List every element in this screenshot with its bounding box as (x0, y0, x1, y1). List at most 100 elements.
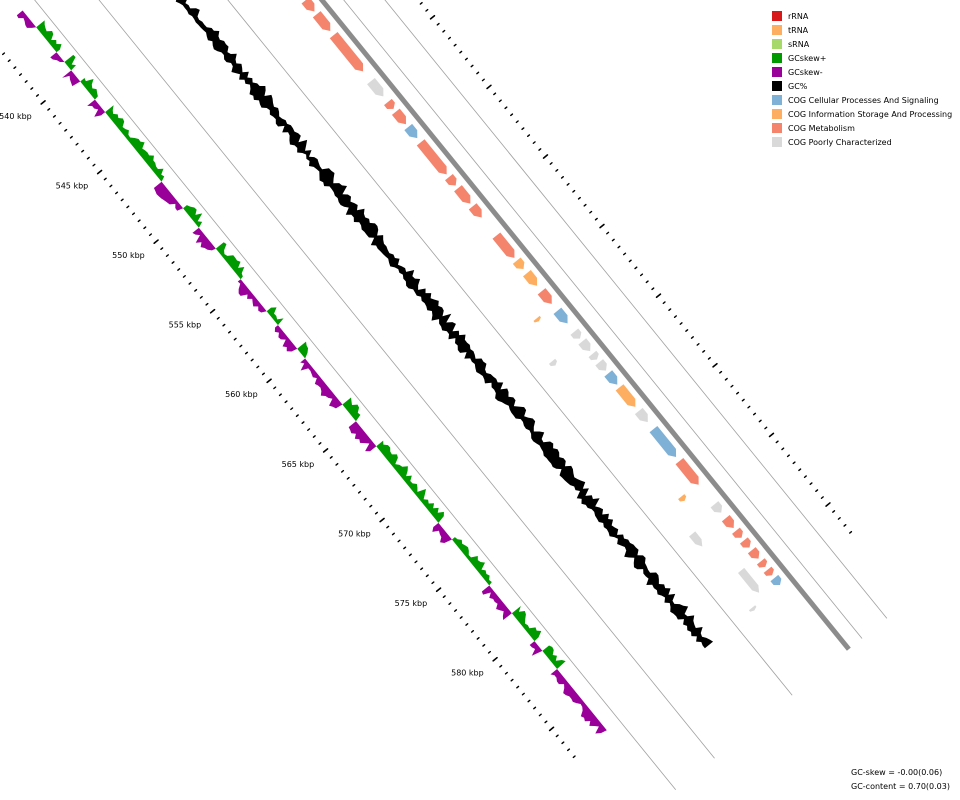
inner-scale-tick (160, 247, 164, 250)
legend-item-cog-information: COG Information Storage And Processing (772, 107, 952, 121)
outer-scale-tick (825, 502, 831, 507)
outer-scale-tick (493, 92, 497, 96)
forward-gene-arrow (649, 425, 677, 457)
outer-scale-tick (566, 182, 570, 186)
inner-scale-tick (35, 94, 40, 97)
forward-gene-arrow (367, 77, 384, 97)
outer-scale-tick (470, 64, 474, 68)
gc-skew-positive-segment (80, 78, 98, 100)
outer-scale-tick (599, 223, 605, 229)
backbone-line (318, 0, 851, 651)
legend-item-cog-metabolism: COG Metabolism (772, 121, 952, 135)
forward-gene-arrow (710, 501, 723, 513)
gc-content-stat: GC-content = 0.70(0.03) (851, 782, 950, 791)
inner-scale-tick (2, 52, 6, 56)
inner-scale-tick (482, 643, 486, 647)
outer-scale-tick (775, 440, 779, 444)
gc-skew-positive-segment (266, 307, 284, 326)
gcskew-minus-swatch (772, 67, 782, 77)
track-guide-line (343, 0, 863, 639)
inner-scale-tick (442, 595, 446, 599)
scale-tick-label: 580 kbp (451, 669, 484, 678)
gc-skew-negative-segment (50, 52, 65, 63)
inner-scale-tick (470, 630, 475, 633)
outer-scale-tick (515, 120, 519, 124)
forward-gene-arrow (739, 537, 751, 548)
outer-scale-tick (764, 426, 768, 430)
scale-tick-label: 540 kbp (0, 112, 32, 121)
legend-label: COG Metabolism (788, 123, 855, 133)
track-guides (34, 0, 888, 791)
outer-scale-tick (645, 280, 649, 284)
inner-scale-tick (352, 483, 356, 487)
backbone-track (318, 0, 851, 651)
forward-gene-arrow (468, 203, 482, 218)
forward-gene-arrow (570, 328, 582, 339)
forward-gene-arrow (675, 457, 699, 485)
outer-scale-tick (768, 432, 775, 438)
stats: GC-skew = -0.00(0.06) GC-content = 0.70(… (851, 766, 950, 794)
gc-skew-positive-segment (215, 242, 245, 280)
outer-scale-tick (606, 231, 610, 235)
forward-gene-arrow (756, 558, 768, 568)
outer-scale-tick (498, 99, 502, 103)
inner-scale-tick (425, 574, 429, 578)
outer-scale-tick (786, 454, 790, 458)
outer-scale-tick (425, 8, 429, 12)
inner-scale-tick (199, 295, 203, 299)
inner-scale-tick (239, 344, 243, 348)
outer-scale-tick (504, 106, 508, 110)
outer-scale-tick (849, 530, 853, 534)
outer-scale-tick (577, 196, 581, 200)
gc-skew-negative-segment (481, 585, 512, 620)
gc-skew-negative-segment (432, 522, 452, 543)
inner-scale-tick (453, 609, 458, 612)
forward-gene-arrow (391, 108, 406, 125)
outer-scale-tick (712, 362, 718, 368)
outer-scale-tick (651, 287, 655, 291)
inner-scale-tick (521, 692, 525, 696)
inner-scale-tick (561, 741, 565, 745)
scale-tick-label: 555 kbp (169, 321, 202, 330)
forward-gene-arrow (770, 574, 782, 586)
inner-scale-tick (13, 66, 17, 70)
inner-scale-tick (222, 323, 226, 327)
gc-skew-track (16, 10, 607, 734)
forward-gene-arrow (416, 139, 447, 175)
inner-scale-tick (86, 156, 90, 160)
inner-scale-tick (363, 497, 367, 501)
outer-scale-tick (617, 245, 621, 249)
gc-skew-negative-segment (192, 227, 216, 251)
gc-skew-negative-segment (153, 181, 184, 211)
outer-scale-tick (820, 496, 824, 499)
inner-scale-tick (92, 163, 96, 167)
legend-label: COG Cellular Processes And Signaling (788, 95, 939, 105)
gc-skew-positive-segment (376, 440, 444, 523)
outer-scale-tick (843, 524, 847, 527)
outer-scale-tick (655, 293, 662, 299)
inner-scale-tick (566, 748, 571, 752)
inner-scale-tick (30, 87, 34, 90)
outer-scale-tick (583, 203, 587, 207)
outer-scale-tick (781, 447, 785, 451)
inner-scale-tick (194, 288, 198, 292)
outer-scale-tick (758, 419, 762, 423)
inner-scale-tick (143, 226, 147, 230)
inner-scale-tick (572, 755, 576, 759)
inner-scale-tick (335, 462, 339, 466)
inner-scale-tick (261, 372, 266, 376)
reverse-gene-arrow (748, 605, 757, 612)
outer-scale-tick (809, 482, 813, 486)
cog-metabolism-swatch (772, 123, 782, 133)
outer-scale-tick (837, 517, 841, 520)
outer-scale-tick (798, 468, 802, 472)
outer-scale-tick (696, 343, 700, 346)
inner-scale-tick (357, 490, 362, 494)
inner-scale-tick (510, 678, 514, 682)
outer-scale-tick (752, 412, 757, 416)
gc-skew-positive-segment (451, 537, 492, 586)
gc-skew-negative-segment (16, 10, 37, 28)
inner-scale-tick (216, 316, 220, 320)
inner-scale-tick (244, 351, 249, 355)
reverse-gene-arrow (737, 567, 760, 593)
